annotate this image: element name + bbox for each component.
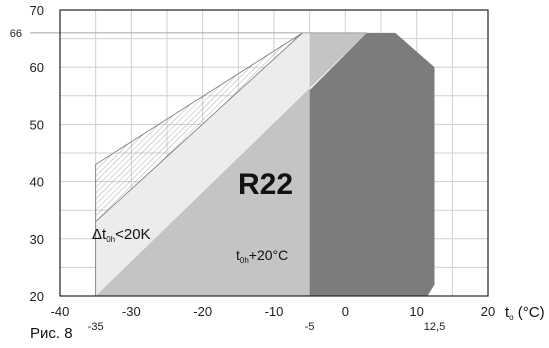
tick-labels: -40 -30 -20 -10 0 10 20 -35 -5 12,5 20 30 40 50 60 70 66: [10, 3, 495, 333]
y-tick-label: 30: [30, 232, 44, 247]
y-tick-label: 70: [30, 3, 44, 18]
x-tick-label: -20: [193, 304, 212, 319]
x-axis-label: to (°C): [505, 304, 545, 322]
y-tick-label: 40: [30, 175, 44, 190]
y-extra-tick-label: 66: [10, 28, 22, 40]
x-tick-label: -40: [51, 304, 70, 319]
x-extra-tick-label: -5: [305, 321, 315, 333]
x-tick-label: 0: [342, 304, 349, 319]
delta-annotation: Δt0h<20K: [92, 226, 151, 244]
plot-frame: [59, 9, 489, 297]
x-extra-tick-label: -35: [88, 321, 104, 333]
refrigerant-label: R22: [238, 168, 293, 201]
y-tick-label: 60: [30, 60, 44, 75]
x-tick-label: 10: [409, 304, 423, 319]
region-medium: [95, 32, 367, 297]
y-tick-label: 50: [30, 117, 44, 132]
plot-border: [59, 9, 489, 297]
x-extra-tick-label: 12,5: [424, 321, 445, 333]
hatch-lower-line: [95, 32, 303, 222]
region-hatched: [95, 32, 303, 297]
envelope-regions: [30, 32, 435, 297]
region-dark: [309, 32, 435, 297]
figure-caption: Рис. 8: [30, 325, 73, 342]
hatch-upper-line: [95, 32, 303, 165]
x-tick-label: -10: [265, 304, 284, 319]
x-tick-label: -30: [122, 304, 141, 319]
x-tick-label: 20: [481, 304, 495, 319]
superheat-annotation: t0h+20°C: [236, 247, 288, 265]
y-tick-label: 20: [30, 289, 44, 304]
